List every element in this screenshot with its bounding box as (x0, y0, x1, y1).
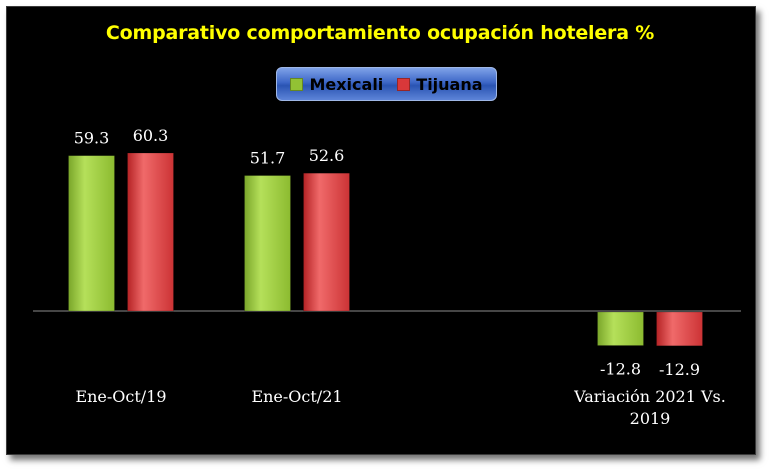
legend-entry-mexicali: Mexicali (290, 75, 383, 94)
data-label-tijuana-1: 52.6 (309, 146, 345, 165)
data-label-tijuana-2: -12.9 (659, 360, 700, 379)
data-label-mexicali-1: 51.7 (250, 149, 286, 168)
legend-label-tijuana: Tijuana (416, 74, 483, 94)
legend-swatch-tijuana (397, 77, 411, 91)
bar-tijuana-2 (656, 311, 703, 347)
bar-mexicali-0 (68, 155, 115, 312)
legend-swatch-mexicali (290, 77, 304, 91)
chart-title: Comparativo comportamiento ocupación hot… (105, 22, 655, 44)
data-label-mexicali-0: 59.3 (74, 129, 110, 148)
bar-mexicali-1 (244, 175, 291, 312)
legend-label-mexicali: Mexicali (309, 74, 384, 94)
legend-entry-tijuana: Tijuana (397, 74, 483, 94)
bar-mexicali-2 (597, 311, 644, 346)
category-label-0: Ene-Oct/19 (75, 387, 166, 406)
data-label-tijuana-0: 60.3 (133, 126, 169, 145)
data-label-mexicali-2: -12.8 (600, 360, 641, 379)
category-label-1: Ene-Oct/21 (251, 387, 342, 406)
bar-tijuana-1 (303, 172, 350, 312)
bar-tijuana-0 (127, 152, 174, 312)
category-label-2: Variación 2021 Vs. 2019 (573, 387, 726, 428)
chart-legend: Mexicali Tijuana (276, 67, 497, 101)
